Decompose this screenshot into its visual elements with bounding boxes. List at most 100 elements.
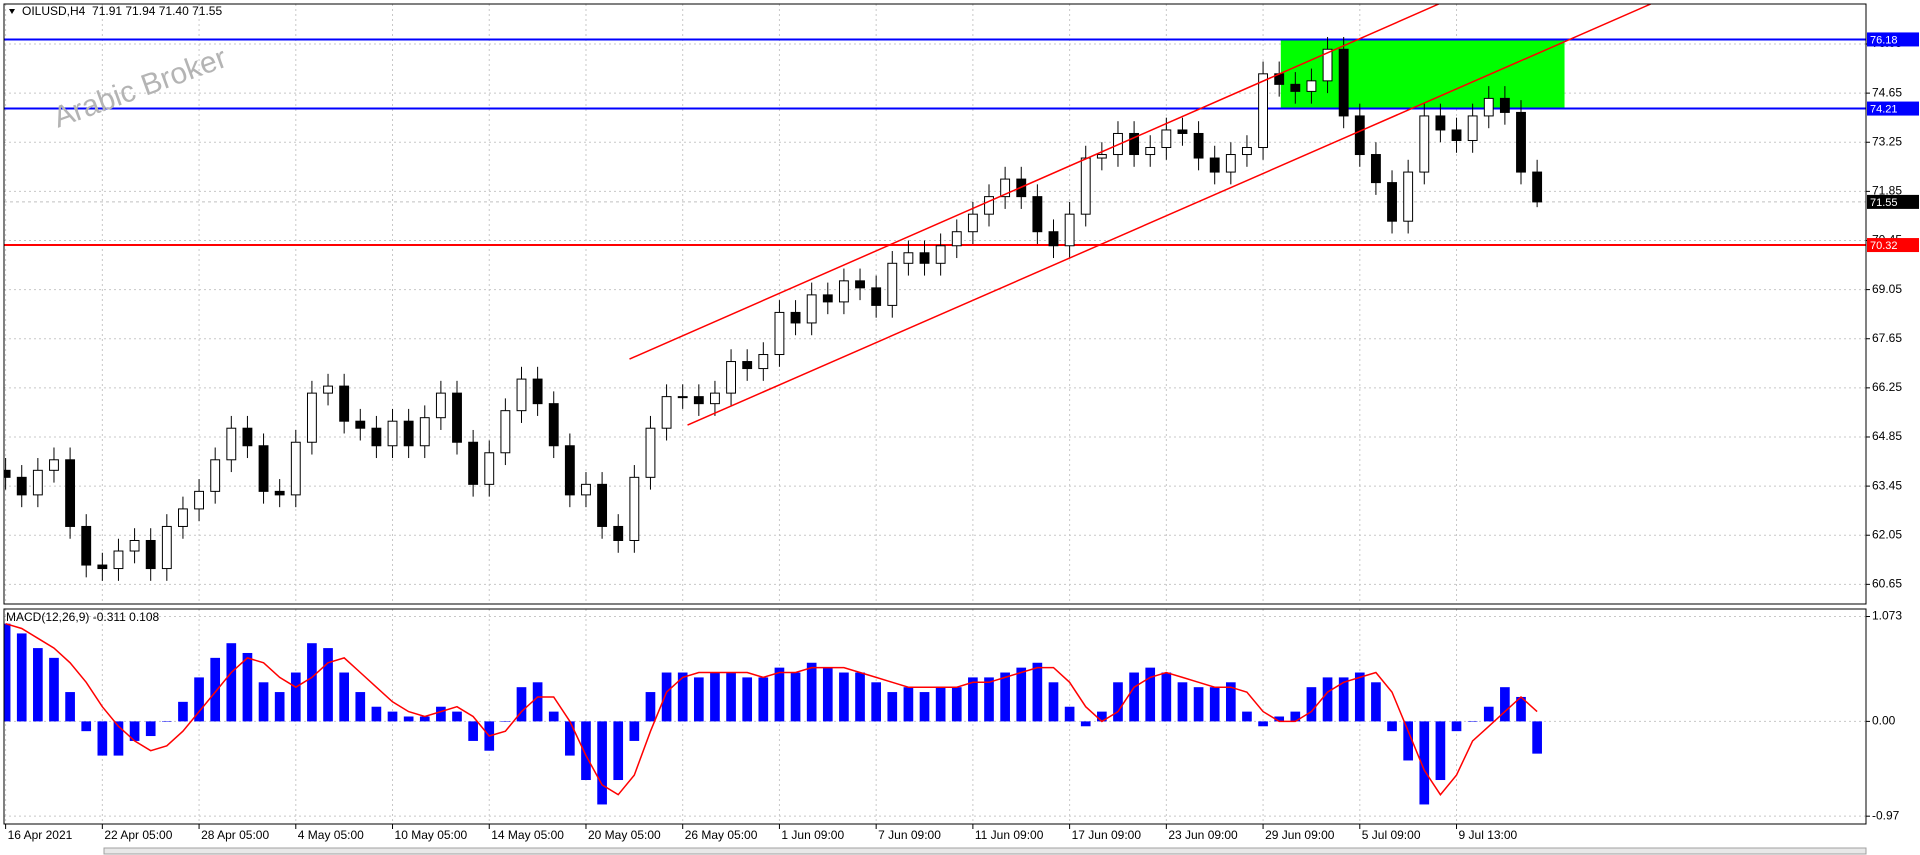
y-tick-label: 74.65: [1872, 85, 1902, 99]
macd-bar: [210, 657, 221, 722]
macd-bar: [903, 687, 914, 722]
macd-frame: [3, 608, 1867, 825]
candle-body: [355, 420, 366, 429]
macd-bar: [452, 711, 462, 722]
macd-bar: [1064, 706, 1075, 722]
candle-body: [323, 385, 333, 394]
candle-body: [16, 476, 27, 496]
candle-body: [532, 378, 543, 405]
x-tick-label: 29 Jun 09:00: [1265, 828, 1335, 842]
macd-bar: [1451, 721, 1462, 732]
candle-body: [871, 287, 882, 306]
candle-body: [1467, 115, 1478, 141]
candle-body: [1080, 157, 1091, 215]
x-tick-label: 7 Jun 09:00: [878, 828, 941, 842]
x-tick-label: 22 Apr 05:00: [104, 828, 172, 842]
macd-bar: [613, 721, 624, 781]
x-tick-label: 5 Jul 09:00: [1362, 828, 1421, 842]
macd-bar: [1371, 682, 1381, 722]
main-frame: [3, 3, 1867, 605]
candle-body: [1354, 115, 1365, 156]
candle-body: [1338, 48, 1349, 117]
macd-bar: [758, 677, 769, 722]
candle-body: [178, 508, 188, 527]
macd-bar: [371, 706, 382, 722]
candle-body: [1532, 171, 1543, 203]
candle-body: [887, 262, 898, 306]
candle-body: [145, 539, 156, 570]
candle-body: [1032, 196, 1043, 233]
candle-body: [1145, 147, 1156, 156]
y-tick-label: 69.05: [1872, 282, 1902, 296]
candle-body: [435, 392, 446, 419]
candle-body: [1193, 132, 1204, 159]
candle-body: [726, 361, 737, 394]
candle-body: [581, 483, 591, 496]
macd-bar: [1113, 682, 1123, 722]
candle-body: [919, 252, 930, 264]
candle-body: [1435, 115, 1446, 131]
candle-body: [790, 311, 801, 324]
x-tick-label: 16 Apr 2021: [8, 828, 73, 842]
y-tick-label: 63.45: [1872, 478, 1902, 492]
candle-body: [49, 459, 59, 471]
macd-header: MACD(12,26,9) -0.311 0.108: [6, 610, 160, 624]
macd-bar: [1435, 721, 1446, 781]
candle-body: [1419, 115, 1430, 173]
candle-body: [32, 469, 43, 496]
macd-bar: [806, 662, 817, 722]
macd-bar: [871, 682, 881, 722]
candle-body: [290, 441, 301, 496]
macd-layer: [4, 622, 1542, 805]
candle-body: [984, 196, 994, 215]
y-tick-label: 67.65: [1872, 331, 1902, 345]
macd-bar: [1080, 721, 1091, 727]
macd-bar: [4, 623, 11, 722]
candle-body: [1000, 178, 1011, 198]
candle-body: [129, 539, 140, 552]
candle-body: [677, 396, 688, 399]
candle-body: [65, 459, 76, 527]
candle-body: [1306, 80, 1317, 92]
candle-body: [1290, 83, 1301, 92]
x-tick-label: 17 Jun 09:00: [1072, 828, 1142, 842]
macd-bar: [548, 711, 559, 722]
macd-bar: [1016, 667, 1027, 722]
candle-body: [710, 392, 720, 405]
scrollbar[interactable]: [103, 847, 1867, 855]
macd-bar: [1032, 662, 1043, 722]
candle-body: [1322, 48, 1333, 82]
symbol-menu-arrow[interactable]: [9, 9, 15, 14]
y-tick-label: 64.85: [1872, 429, 1902, 443]
channel-line: [687, 4, 1652, 426]
candle-body: [1225, 154, 1236, 173]
y-tick-label: -0.97: [1872, 808, 1900, 822]
x-tick-label: 26 May 05:00: [685, 828, 758, 842]
macd-bar: [49, 657, 59, 722]
candle-body: [951, 231, 962, 247]
candle-body: [1499, 97, 1510, 113]
macd-bar: [1467, 721, 1478, 722]
macd-bar: [1097, 711, 1107, 722]
macd-bar: [1516, 696, 1526, 722]
candle-body: [1387, 182, 1397, 222]
macd-bar: [822, 667, 833, 722]
candle-body: [1242, 147, 1252, 156]
current-price-box: [1867, 194, 1919, 209]
candle-body: [855, 280, 865, 289]
macd-bar: [97, 721, 108, 756]
macd-bar: [677, 672, 688, 722]
macd-bar: [565, 721, 575, 756]
macd-bar: [1532, 721, 1542, 754]
current-price-label: 71.55: [1870, 197, 1898, 209]
macd-bar: [403, 716, 414, 722]
level-label-box: [1867, 32, 1919, 47]
candle-body: [113, 550, 124, 570]
candle-body: [903, 252, 914, 264]
macd-bar: [16, 633, 27, 722]
candle-body: [97, 564, 108, 570]
candle-body: [1516, 111, 1526, 173]
x-tick-label: 11 Jun 09:00: [975, 828, 1044, 842]
level-label: 74.21: [1870, 103, 1898, 115]
